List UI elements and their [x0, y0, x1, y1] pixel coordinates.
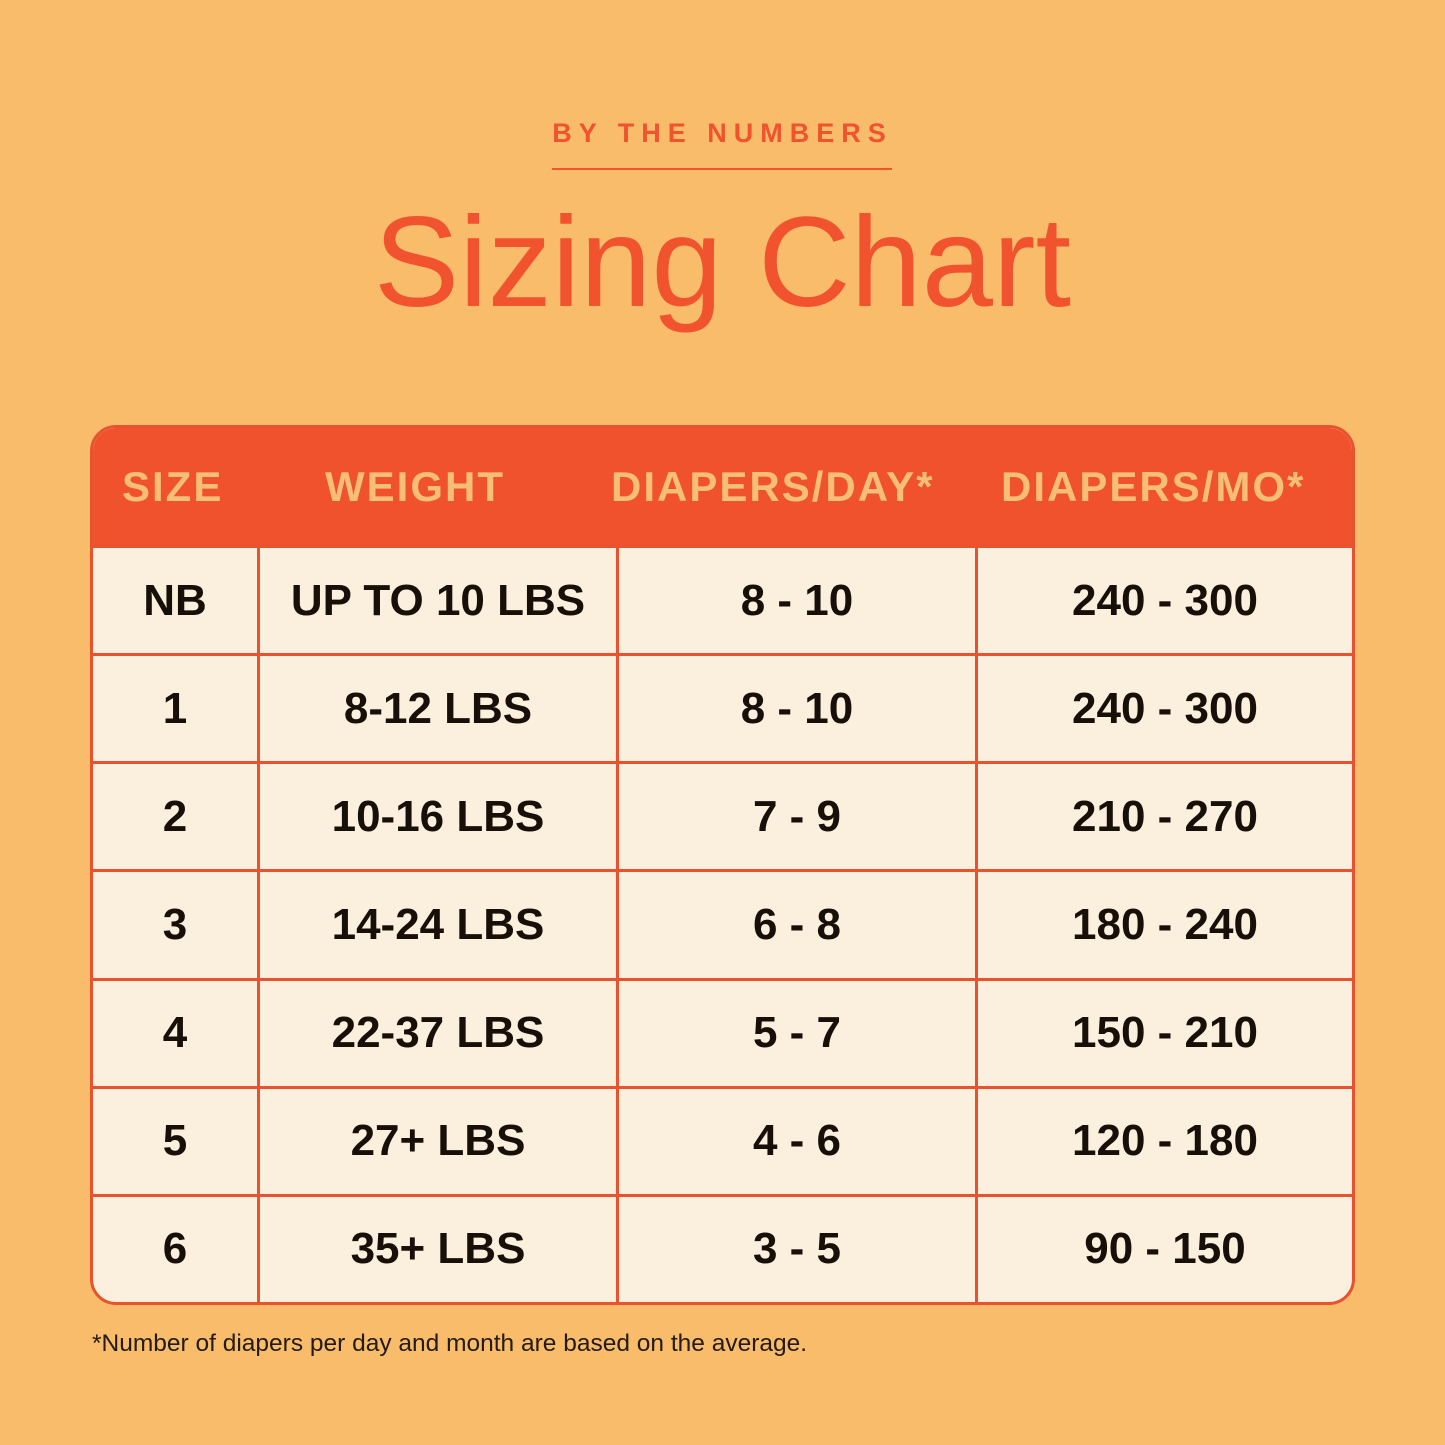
- svg-text:Sizing Chart: Sizing Chart: [374, 191, 1071, 334]
